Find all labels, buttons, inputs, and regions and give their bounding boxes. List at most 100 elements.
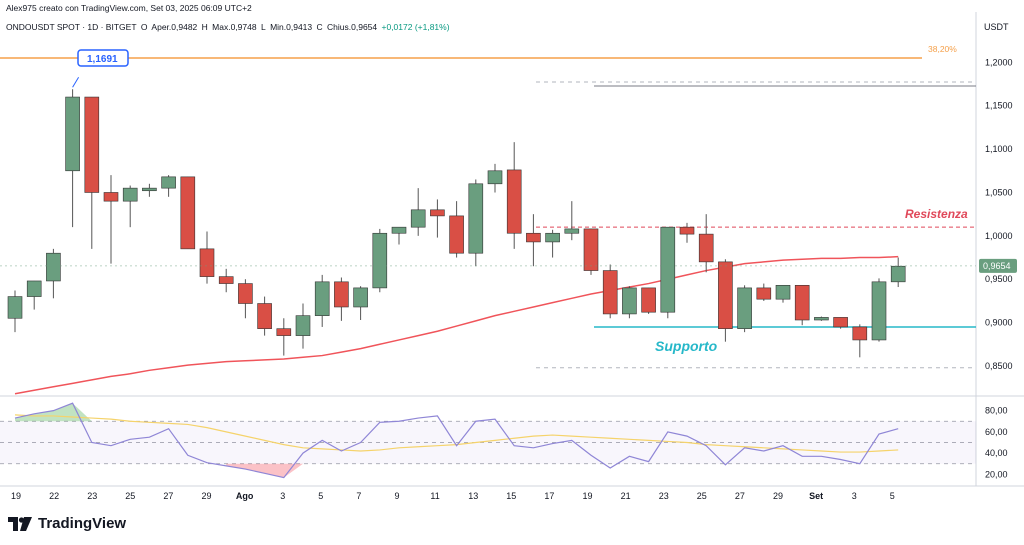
symbol-info: ONDOUSDT SPOT · 1D · BITGET O Aper.0,948… <box>6 22 452 32</box>
time-tick-label: 15 <box>506 491 516 501</box>
candle-body <box>660 226 676 313</box>
candle-body <box>756 287 772 300</box>
candle-body <box>142 187 157 192</box>
candle-body <box>602 270 618 315</box>
candle-body <box>276 328 292 336</box>
time-tick-label: Ago <box>236 491 254 501</box>
time-tick-label: 23 <box>659 491 669 501</box>
candle-body <box>487 170 503 185</box>
high-value: Max.0,9748 <box>212 22 257 32</box>
time-tick-label: 5 <box>318 491 323 501</box>
low-value: Min.0,9413 <box>270 22 313 32</box>
candle-body <box>218 276 234 284</box>
support-label: Supporto <box>655 338 718 354</box>
candle-body <box>295 315 311 336</box>
rsi-tick-label: 60,00 <box>985 427 1008 437</box>
candle-body <box>410 209 426 228</box>
candle-body <box>871 281 887 341</box>
time-tick-label: 19 <box>11 491 21 501</box>
candle-body <box>103 192 119 202</box>
change-value: +0,0172 (+1,81%) <box>381 22 450 32</box>
rsi-tick-label: 20,00 <box>985 469 1008 479</box>
time-tick-label: 17 <box>544 491 554 501</box>
current-price-label: 0,9654 <box>983 261 1011 271</box>
open-value: Aper.0,9482 <box>151 22 198 32</box>
time-tick-label: 27 <box>163 491 173 501</box>
candle-body <box>46 252 61 282</box>
close-value: Chius.0,9654 <box>327 22 378 32</box>
symbol-name[interactable]: ONDOUSDT SPOT · 1D · BITGET <box>6 22 137 32</box>
candle-body <box>622 287 637 315</box>
time-tick-label: Set <box>809 491 823 501</box>
candle-body <box>545 232 560 243</box>
tradingview-logo[interactable]: TradingView <box>8 515 126 532</box>
moving-average-line <box>14 255 899 395</box>
time-tick-label: 29 <box>773 491 783 501</box>
time-tick-label: 29 <box>201 491 211 501</box>
candle-body <box>641 287 656 313</box>
time-tick-label: 7 <box>356 491 361 501</box>
candle-body <box>122 187 138 202</box>
candle-body <box>852 326 868 341</box>
candle-body <box>314 281 330 316</box>
price-tick-label: 1,1000 <box>985 144 1013 154</box>
candle-body <box>391 226 407 234</box>
candle-body <box>794 284 810 321</box>
candle-body <box>526 232 541 243</box>
tradingview-logo-icon <box>8 516 32 531</box>
currency-label: USDT <box>984 22 1009 32</box>
candle-body <box>890 265 906 283</box>
price-tick-label: 1,0500 <box>985 187 1013 197</box>
candle-body <box>257 303 272 329</box>
candle-body <box>449 215 464 254</box>
candle-body <box>372 232 388 289</box>
time-tick-label: 3 <box>852 491 857 501</box>
candle-body <box>775 284 791 300</box>
candle-body <box>199 248 215 277</box>
high-callout-box <box>77 49 129 67</box>
high-callout-label: 1,1691 <box>87 54 118 65</box>
candle-body <box>506 169 522 234</box>
rsi-tick-label: 40,00 <box>985 448 1008 458</box>
candle-body <box>583 228 599 271</box>
candle-body <box>84 96 100 193</box>
high-callout-line <box>72 76 80 88</box>
time-tick-label: 5 <box>890 491 895 501</box>
candle-body <box>353 287 368 308</box>
price-tick-label: 1,0000 <box>985 231 1013 241</box>
price-tick-label: 0,9500 <box>985 274 1013 284</box>
tradingview-wordmark: TradingView <box>38 515 127 532</box>
open-label: O <box>140 22 148 32</box>
candle-body <box>7 296 23 319</box>
price-tick-label: 1,1500 <box>985 101 1013 111</box>
candle-body <box>238 283 253 304</box>
time-tick-label: 25 <box>697 491 707 501</box>
time-tick-label: 3 <box>280 491 285 501</box>
candle-body <box>26 280 42 297</box>
rsi-line <box>14 402 899 479</box>
candle-body <box>180 176 196 250</box>
candle-body <box>718 261 733 329</box>
time-tick-label: 9 <box>394 491 399 501</box>
time-tick-label: 23 <box>87 491 97 501</box>
close-label: C <box>316 22 323 32</box>
author-line: Alex975 creato con TradingView.com, Set … <box>6 3 252 13</box>
price-tick-label: 0,8500 <box>985 361 1013 371</box>
candle-body <box>334 281 349 308</box>
candle-body <box>814 317 829 321</box>
high-label: H <box>201 22 208 32</box>
fib-38-label: 38,20% <box>928 44 957 54</box>
resistance-label: Resistenza <box>905 207 968 221</box>
rsi-oversold-fill <box>226 463 303 478</box>
time-tick-label: 13 <box>468 491 478 501</box>
candle-body <box>737 287 752 329</box>
low-label: L <box>260 22 266 32</box>
candle-body <box>833 317 848 328</box>
rsi-tick-label: 80,00 <box>985 406 1008 416</box>
time-tick-label: 27 <box>735 491 745 501</box>
time-tick-label: 21 <box>621 491 631 501</box>
candle-body <box>698 233 714 263</box>
candle-body <box>65 96 80 172</box>
candle-body <box>430 209 445 217</box>
